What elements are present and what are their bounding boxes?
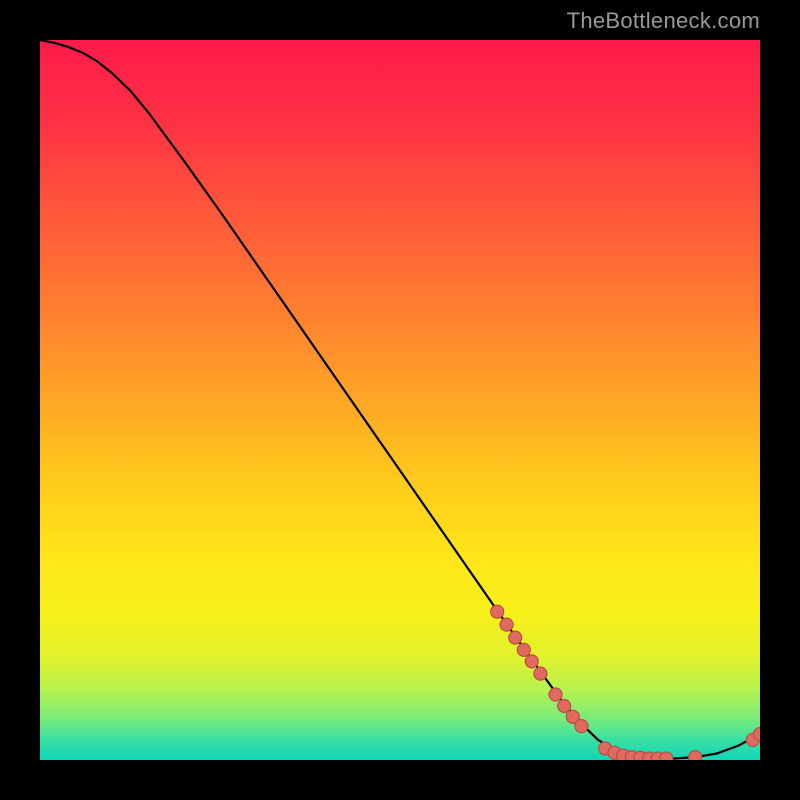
chart-svg [40, 40, 760, 760]
data-point [534, 667, 547, 680]
data-point [525, 655, 538, 668]
data-point [509, 631, 522, 644]
data-point [491, 605, 504, 618]
data-point [558, 699, 571, 712]
data-point [660, 752, 673, 760]
data-point [549, 688, 562, 701]
data-point [500, 618, 513, 631]
watermark-text: TheBottleneck.com [567, 8, 760, 34]
data-point [517, 643, 530, 656]
data-point [575, 720, 588, 733]
plot-area [40, 40, 760, 760]
chart-background [40, 40, 760, 760]
figure-outer: TheBottleneck.com [0, 0, 800, 800]
data-point [689, 751, 702, 760]
